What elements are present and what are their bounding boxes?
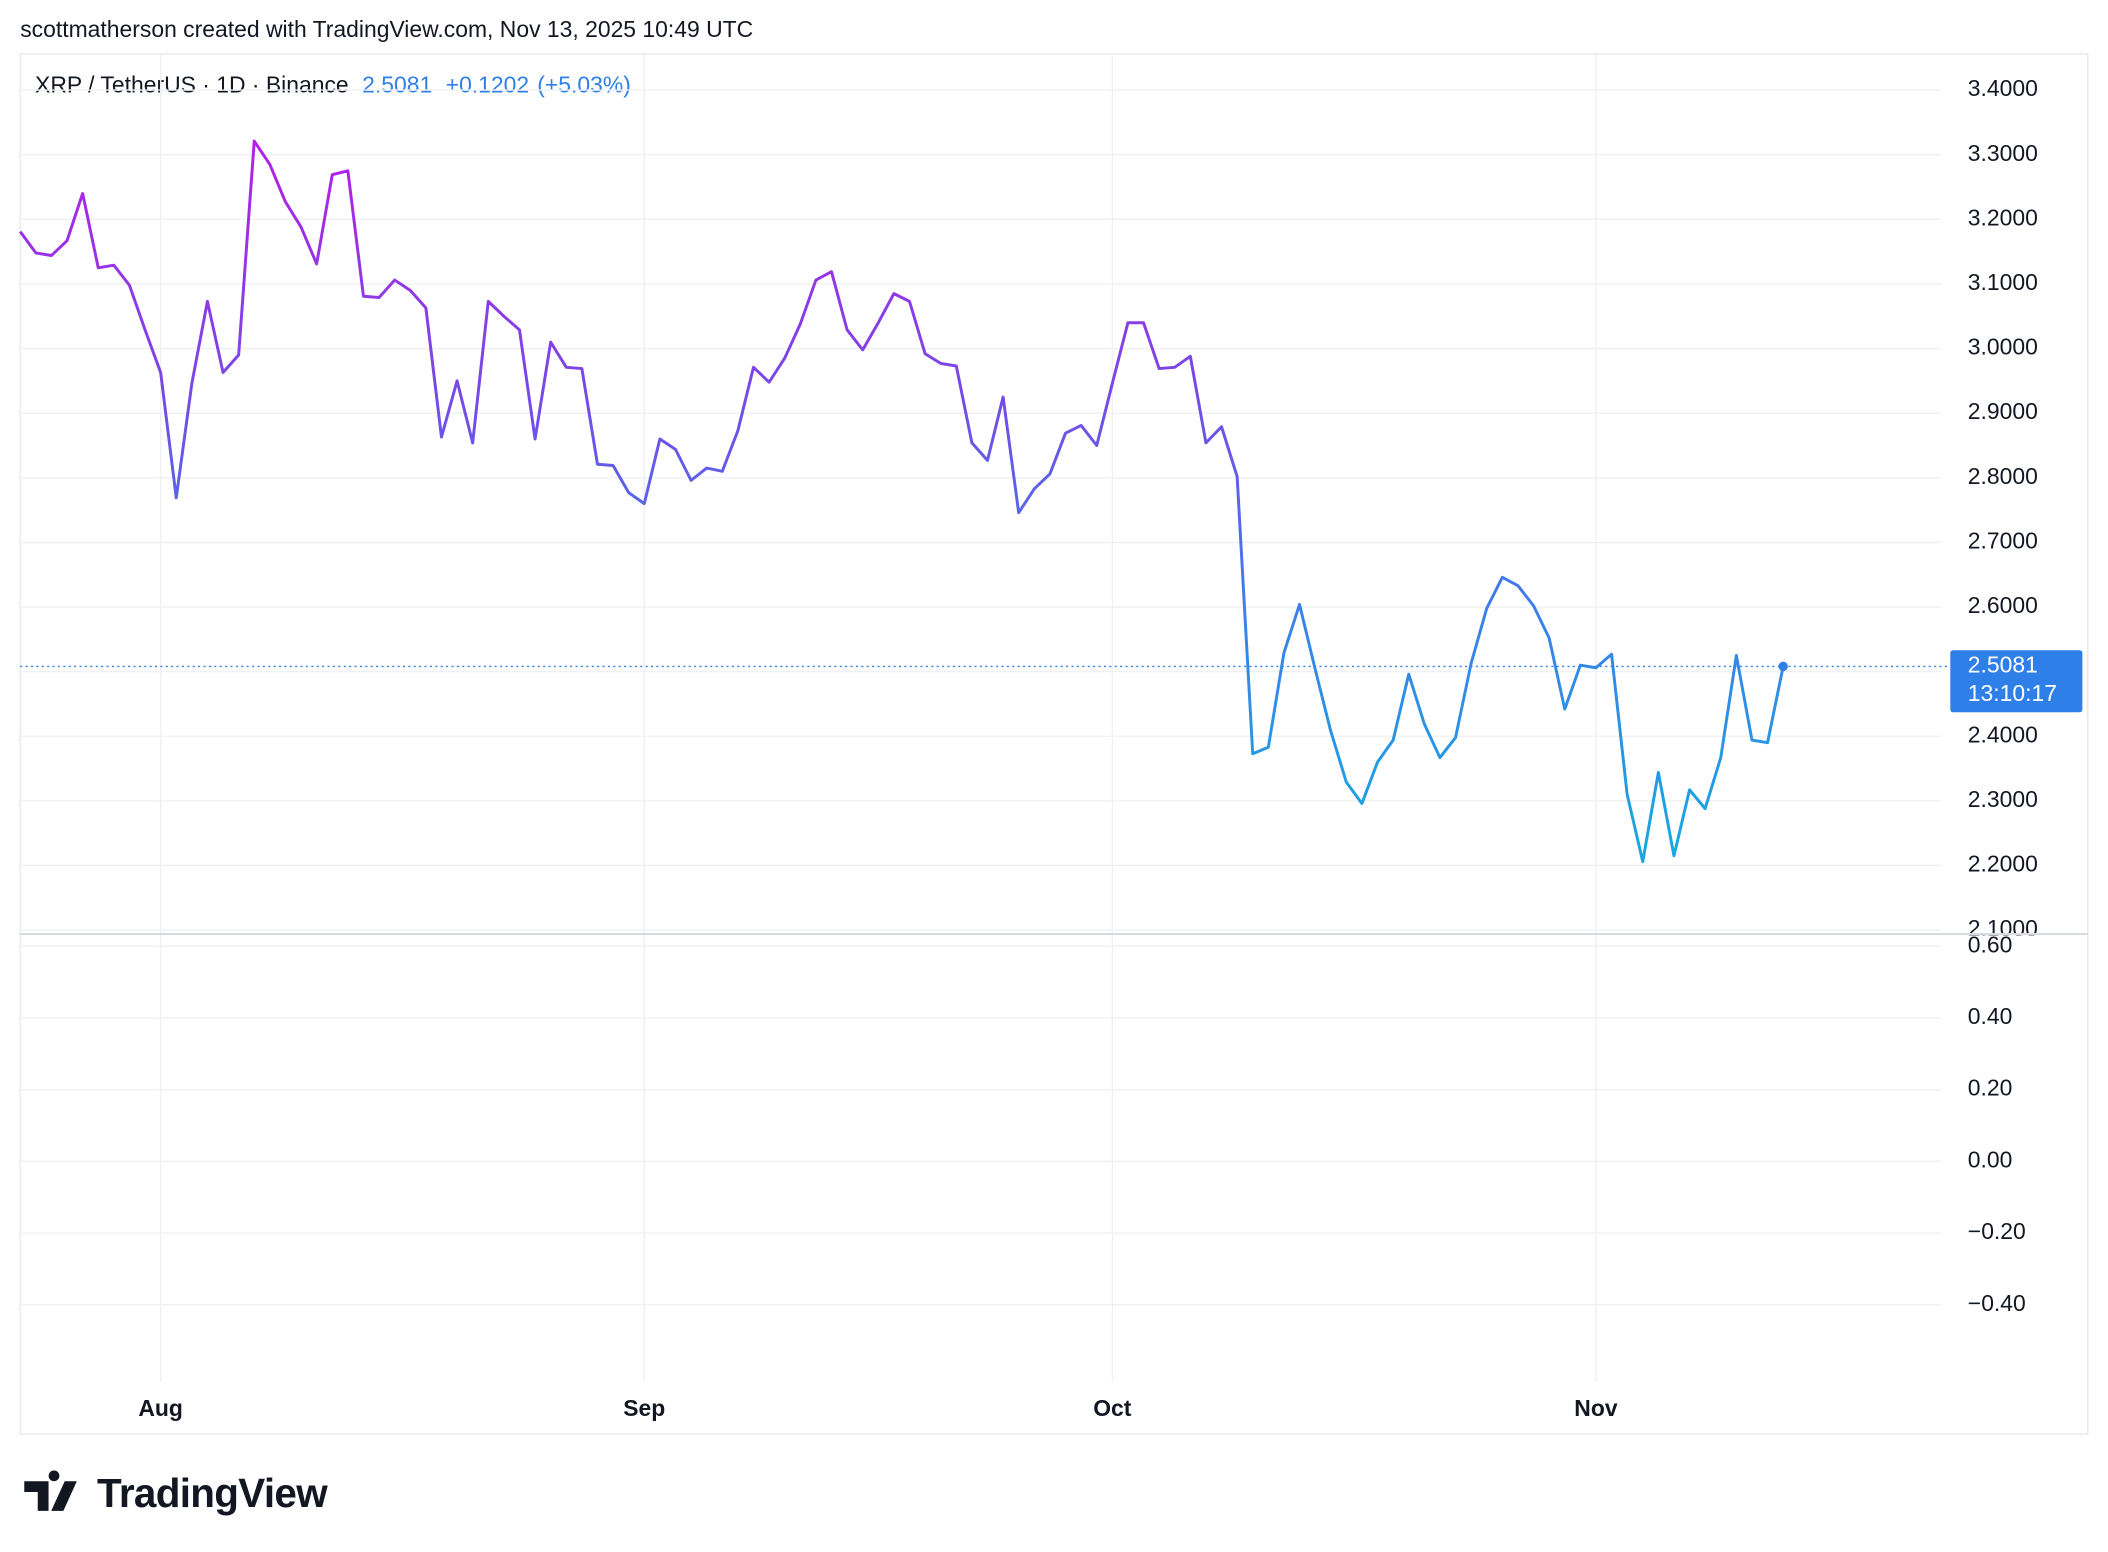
x-tick-label: Nov (1574, 1395, 1618, 1421)
y-tick-label: 2.6000 (1968, 592, 2038, 618)
legend: XRP / TetherUS · 1D · Binance 2.5081 +0.12… (35, 71, 631, 97)
logo-text: TradingView (97, 1470, 328, 1516)
header: scottmatherson created with TradingView.… (20, 16, 753, 42)
plot-layer: Aug Sep Oct Nov 2.5081 13:10:17 0.60 0.40 0.20 0.… (19, 139, 2083, 1421)
price-axis: 2.10002.20002.30002.40002.50002.60002.70… (1968, 75, 2038, 941)
y-tick-label: 0.60 (1968, 931, 2013, 957)
x-tick-label: Sep (623, 1395, 665, 1421)
grid-layer (20, 53, 1941, 1382)
y-tick-label: 0.20 (1968, 1075, 2013, 1101)
y-tick-label: 2.7000 (1968, 527, 2038, 553)
symbol: XRP / TetherUS · 1D · Binance (35, 71, 349, 97)
y-tick-label: 2.9000 (1968, 398, 2038, 424)
countdown-label: 13:10:17 (1968, 680, 2057, 706)
y-tick-label: 2.3000 (1968, 786, 2038, 812)
change-percent: (+5.03%) (537, 71, 631, 97)
price-label-box (1950, 650, 2083, 713)
chart-frame (19, 53, 2089, 1435)
y-tick-label: 3.3000 (1968, 140, 2038, 166)
change: +0.1202 (446, 71, 529, 97)
y-tick-label: 2.8000 (1968, 463, 2038, 489)
y-tick-label: 2.1000 (1968, 915, 2038, 941)
logo-mark (24, 1470, 77, 1511)
price-line (19, 139, 1785, 864)
y-tick-label: −0.40 (1968, 1290, 2026, 1316)
x-tick-label: Aug (138, 1395, 183, 1421)
last-price-dot (1778, 661, 1788, 672)
y-tick-label: 3.2000 (1968, 204, 2038, 230)
y-tick-label: −0.20 (1968, 1218, 2026, 1244)
y-tick-label: 3.0000 (1968, 334, 2038, 360)
y-tick-label: 3.4000 (1968, 75, 2038, 101)
y-tick-label: 0.00 (1968, 1146, 2013, 1172)
y-tick-label: 2.4000 (1968, 721, 2038, 747)
logo: TradingView (24, 1470, 329, 1516)
price-label: 2.5081 (1968, 651, 2038, 677)
y-tick-label: 2.2000 (1968, 851, 2038, 877)
y-tick-label: 3.1000 (1968, 269, 2038, 295)
last-price: 2.5081 (362, 71, 432, 97)
x-tick-label: Oct (1093, 1395, 1132, 1421)
y-tick-label: 0.40 (1968, 1003, 2013, 1029)
